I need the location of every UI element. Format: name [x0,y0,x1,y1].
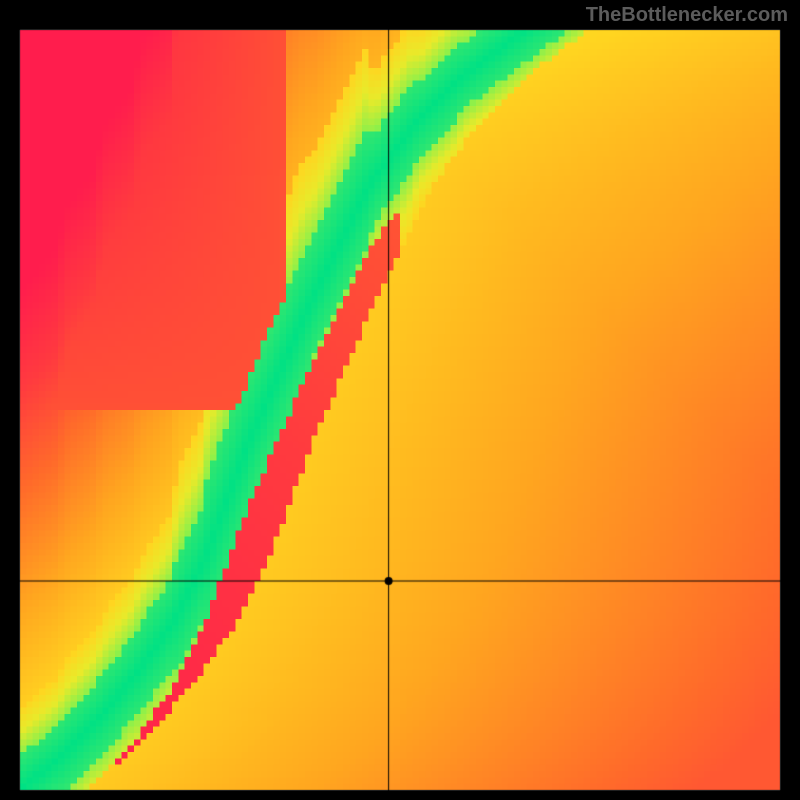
watermark-text: TheBottlenecker.com [586,4,788,27]
figure-container: TheBottlenecker.com [0,0,800,800]
crosshair-overlay [0,0,800,800]
